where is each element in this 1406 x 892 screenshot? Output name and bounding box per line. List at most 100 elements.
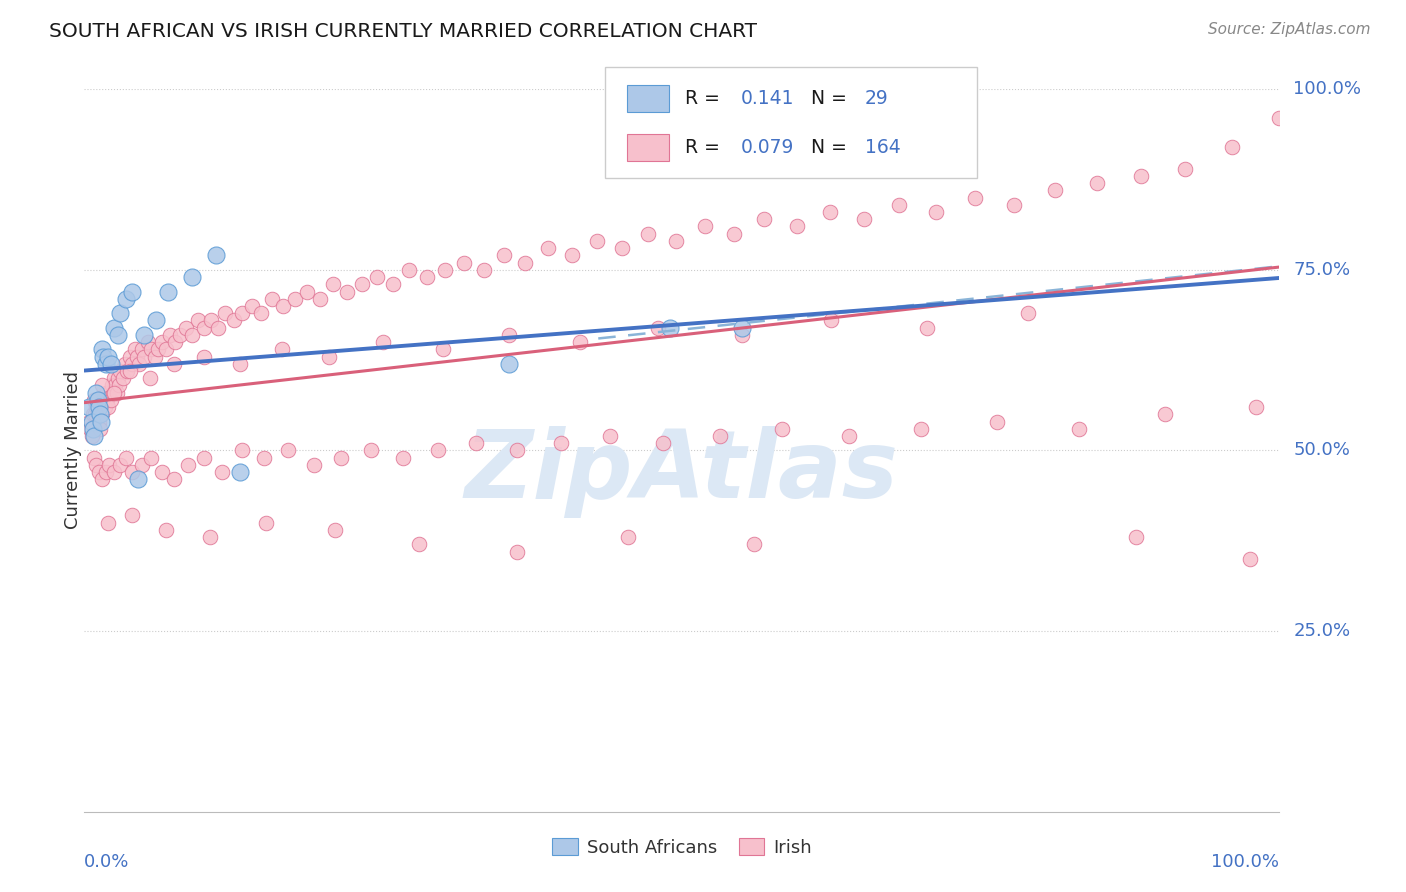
Point [659,320,682,334]
Text: 100.0%: 100.0% [1294,80,1361,98]
Point [207,320,229,334]
Point [94,465,117,479]
Text: R =: R = [685,88,725,108]
Point [1239,551,1261,566]
Point [90,400,112,414]
Text: 50.0%: 50.0% [1294,442,1350,459]
Point [838,429,860,443]
Point [434,262,457,277]
Point [103,385,125,400]
Point [107,371,129,385]
Point [118,350,141,364]
Point [492,248,515,262]
Text: 164: 164 [865,137,900,157]
Point [101,385,124,400]
Point [155,343,177,357]
Point [193,450,215,465]
Point [506,544,529,558]
Point [141,450,163,465]
Point [211,465,233,479]
Point [453,255,475,269]
Point [818,205,841,219]
Point [193,320,215,334]
Point [1002,198,1025,212]
Point [1129,169,1152,183]
Point [84,407,107,421]
Point [398,262,420,277]
Point [561,248,583,262]
Point [229,465,252,479]
Point [770,422,793,436]
Point [98,385,121,400]
Point [121,285,143,299]
Point [77,415,100,429]
Point [86,392,108,407]
Point [125,350,148,364]
Point [181,270,204,285]
Point [271,299,294,313]
Point [222,313,245,327]
Point [1153,407,1175,421]
Point [163,357,186,371]
Point [86,407,108,421]
Point [330,450,353,465]
Point [665,234,688,248]
Point [637,227,659,241]
Point [569,334,592,349]
Point [89,422,111,436]
Point [910,422,932,436]
Point [392,450,415,465]
Point [97,350,120,364]
Point [115,292,138,306]
Point [87,400,110,414]
Point [110,306,132,320]
Point [537,241,560,255]
Point [150,465,173,479]
Point [111,371,134,385]
Point [550,436,572,450]
Text: ZipAtlas: ZipAtlas [465,426,898,518]
Point [83,429,105,443]
Point [87,465,110,479]
Point [121,465,143,479]
Point [465,436,488,450]
Point [97,400,120,414]
Point [498,327,520,342]
Text: 0.0%: 0.0% [84,854,129,871]
Point [852,212,875,227]
Point [381,277,404,292]
Point [114,357,136,371]
Point [163,472,186,486]
Point [83,392,105,407]
Point [723,227,745,241]
Point [86,458,108,472]
Point [612,241,634,255]
Point [159,327,181,342]
Point [150,334,173,349]
Point [80,415,103,429]
Point [100,357,122,371]
Point [93,392,115,407]
Point [121,508,143,523]
Point [94,357,117,371]
Point [214,306,236,320]
Point [284,292,307,306]
Point [416,270,439,285]
Point [498,357,520,371]
Point [91,472,114,486]
Point [105,385,128,400]
Text: R =: R = [685,137,725,157]
Point [731,327,754,342]
Point [198,530,221,544]
Point [108,378,131,392]
Point [318,350,340,364]
Point [155,523,177,537]
Point [110,364,132,378]
Point [302,458,325,472]
Point [277,443,299,458]
Point [986,415,1008,429]
Point [136,334,159,349]
Point [325,523,347,537]
Point [181,327,204,342]
Point [472,262,495,277]
